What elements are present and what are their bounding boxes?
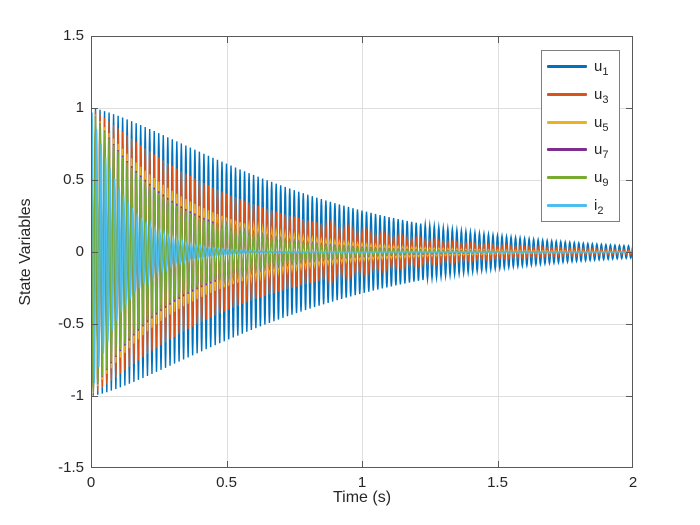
x-tick-label: 2 — [628, 474, 638, 491]
x-tick-label: 1.5 — [487, 474, 508, 491]
legend-label-u1: u1 — [594, 58, 609, 79]
y-tick-label: -1.5 — [58, 459, 84, 476]
legend-item-u3: u3 — [542, 85, 619, 106]
legend-label-u5: u5 — [594, 113, 609, 134]
legend-label-u7: u7 — [594, 141, 609, 162]
y-tick-label: 0 — [75, 243, 84, 260]
legend-line-sample-i2 — [547, 203, 587, 207]
x-axis-label: Time (s) — [332, 489, 392, 506]
y-tick-label: 0.5 — [63, 171, 84, 188]
legend-item-u9: u9 — [542, 168, 619, 189]
legend-label-u9: u9 — [594, 168, 609, 189]
legend-label-u3: u3 — [594, 85, 609, 106]
y-tick-label: 1 — [75, 99, 84, 116]
legend-line-sample-u9 — [547, 175, 587, 179]
legend-line-sample-u7 — [547, 148, 587, 152]
legend[interactable]: u1 u3 u5 u7 u9 i2 — [541, 50, 620, 222]
legend-item-u1: u1 — [542, 58, 619, 79]
x-tick-label: 1 — [357, 474, 367, 491]
legend-item-i2: i2 — [542, 196, 619, 217]
legend-item-u5: u5 — [542, 113, 619, 134]
y-tick-label: -0.5 — [58, 315, 84, 332]
legend-line-sample-u3 — [547, 92, 587, 96]
x-tick-label: 0.5 — [216, 474, 237, 491]
legend-label-i2: i2 — [594, 196, 604, 217]
legend-line-sample-u1 — [547, 65, 587, 69]
y-tick-label: 1.5 — [63, 27, 84, 44]
legend-line-sample-u5 — [547, 120, 587, 124]
y-tick-label: -1 — [70, 387, 84, 404]
x-tick-label: 0 — [86, 474, 96, 491]
legend-item-u7: u7 — [542, 141, 619, 162]
